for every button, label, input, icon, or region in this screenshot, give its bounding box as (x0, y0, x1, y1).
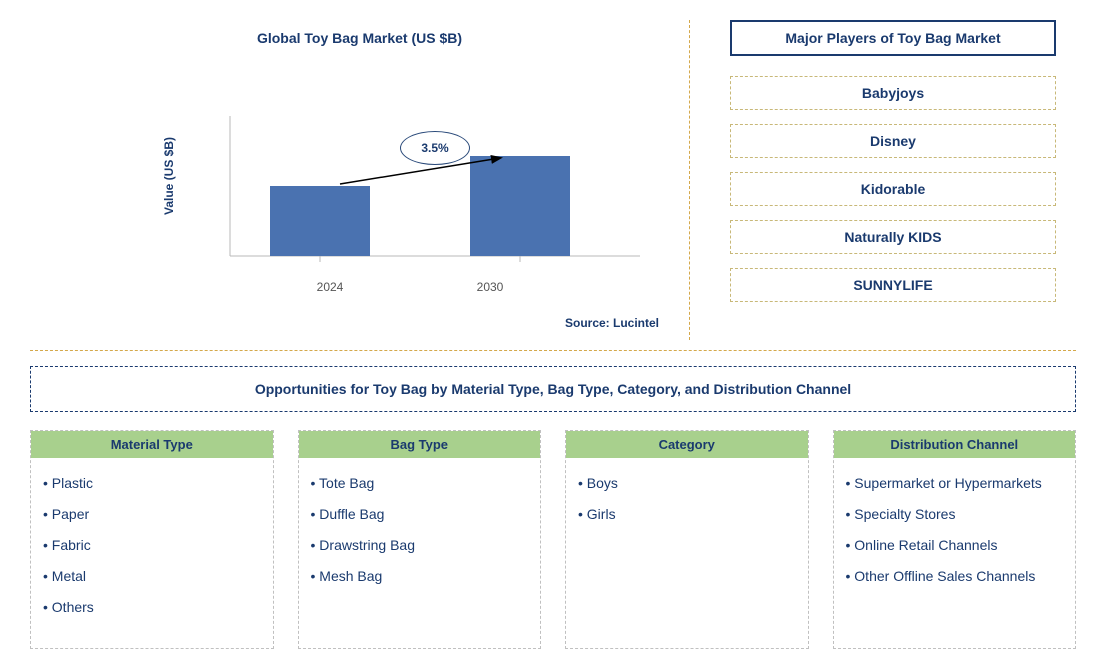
opportunities-columns: Material Type Plastic Paper Fabric Metal… (30, 430, 1076, 649)
list-item: Girls (578, 499, 796, 530)
chart-title: Global Toy Bag Market (US $B) (30, 20, 689, 76)
player-item: Disney (730, 124, 1056, 158)
opportunities-title: Opportunities for Toy Bag by Material Ty… (30, 366, 1076, 412)
y-axis-label: Value (US $B) (162, 137, 176, 215)
col-body-material: Plastic Paper Fabric Metal Others (31, 458, 273, 648)
chart-panel: Global Toy Bag Market (US $B) Value (US … (30, 20, 690, 340)
list-item: Others (43, 592, 261, 623)
col-distribution: Distribution Channel Supermarket or Hype… (833, 430, 1077, 649)
col-header-bag: Bag Type (299, 431, 541, 458)
col-body-category: Boys Girls (566, 458, 808, 648)
list-item: Other Offline Sales Channels (846, 561, 1064, 592)
player-item: Naturally KIDS (730, 220, 1056, 254)
x-label-2030: 2030 (440, 280, 540, 294)
col-bag-type: Bag Type Tote Bag Duffle Bag Drawstring … (298, 430, 542, 649)
list-item: Specialty Stores (846, 499, 1064, 530)
player-item: Kidorable (730, 172, 1056, 206)
list-item: Fabric (43, 530, 261, 561)
list-item: Duffle Bag (311, 499, 529, 530)
list-item: Tote Bag (311, 468, 529, 499)
col-header-category: Category (566, 431, 808, 458)
list-item: Paper (43, 499, 261, 530)
bar-2030 (470, 156, 570, 256)
col-body-distribution: Supermarket or Hypermarkets Specialty St… (834, 458, 1076, 648)
list-item: Drawstring Bag (311, 530, 529, 561)
list-item: Plastic (43, 468, 261, 499)
list-item: Boys (578, 468, 796, 499)
growth-annotation: 3.5% (400, 131, 470, 165)
players-panel: Major Players of Toy Bag Market Babyjoys… (690, 20, 1076, 340)
section-divider (30, 350, 1076, 351)
col-category: Category Boys Girls (565, 430, 809, 649)
list-item: Mesh Bag (311, 561, 529, 592)
growth-rate-label: 3.5% (400, 131, 470, 165)
top-section: Global Toy Bag Market (US $B) Value (US … (30, 20, 1076, 340)
players-title: Major Players of Toy Bag Market (730, 20, 1056, 56)
col-header-distribution: Distribution Channel (834, 431, 1076, 458)
x-label-2024: 2024 (280, 280, 380, 294)
list-item: Metal (43, 561, 261, 592)
bar-2024 (270, 186, 370, 256)
col-body-bag: Tote Bag Duffle Bag Drawstring Bag Mesh … (299, 458, 541, 648)
chart-area: Value (US $B) (170, 76, 650, 276)
player-item: Babyjoys (730, 76, 1056, 110)
player-item: SUNNYLIFE (730, 268, 1056, 302)
list-item: Supermarket or Hypermarkets (846, 468, 1064, 499)
col-header-material: Material Type (31, 431, 273, 458)
list-item: Online Retail Channels (846, 530, 1064, 561)
col-material-type: Material Type Plastic Paper Fabric Metal… (30, 430, 274, 649)
source-label: Source: Lucintel (565, 316, 659, 330)
bar-chart-svg (170, 76, 650, 276)
x-axis-labels: 2024 2030 (170, 280, 650, 294)
